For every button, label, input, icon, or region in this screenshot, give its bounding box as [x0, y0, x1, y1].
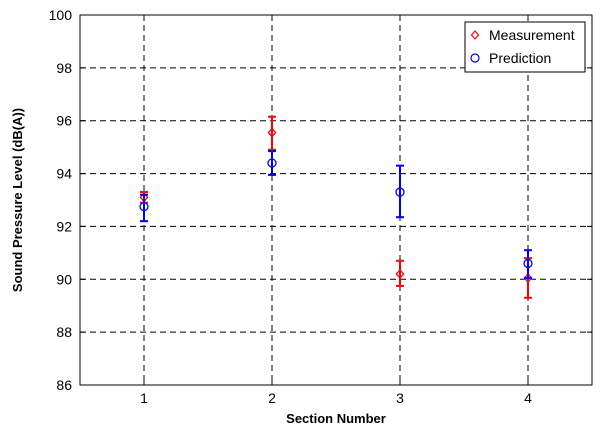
- y-axis-title: Sound Pressure Level (dB(A)): [10, 108, 25, 292]
- y-tick-label: 94: [56, 166, 72, 182]
- prediction-point: [267, 158, 277, 168]
- y-tick-label: 92: [56, 218, 72, 234]
- legend-box: [464, 21, 586, 73]
- y-tick-label: 90: [56, 271, 72, 287]
- legend-marker-measurement: [470, 30, 480, 40]
- measurement-point: [267, 127, 277, 138]
- plot-background: [80, 15, 592, 385]
- legend: Measurement Prediction: [464, 21, 586, 73]
- x-tick-label: 4: [524, 390, 532, 406]
- measurement-point: [523, 272, 533, 283]
- x-tick-label: 1: [140, 390, 148, 406]
- y-tick-label: 96: [56, 113, 72, 129]
- prediction-point: [523, 258, 533, 269]
- y-tick-label: 100: [49, 7, 73, 23]
- y-tick-label: 98: [56, 60, 72, 76]
- data-marks: [139, 115, 533, 299]
- legend-label-prediction: Prediction: [489, 50, 551, 66]
- x-axis-title: Section Number: [286, 411, 386, 426]
- measurement-point: [395, 269, 405, 279]
- legend-label-measurement: Measurement: [489, 27, 575, 43]
- legend-marker-prediction: [470, 53, 480, 63]
- prediction-point: [139, 201, 149, 212]
- tick-labels: 1 2 3 4 86 88 90 92 94 96 98 100: [49, 7, 532, 406]
- prediction-point: [395, 187, 405, 197]
- y-tick-label: 88: [56, 324, 72, 340]
- x-tick-label: 2: [268, 390, 276, 406]
- grid: [80, 14, 592, 386]
- y-tick-label: 86: [56, 377, 72, 393]
- plot-frame: [79, 14, 593, 386]
- x-tick-label: 3: [396, 390, 404, 406]
